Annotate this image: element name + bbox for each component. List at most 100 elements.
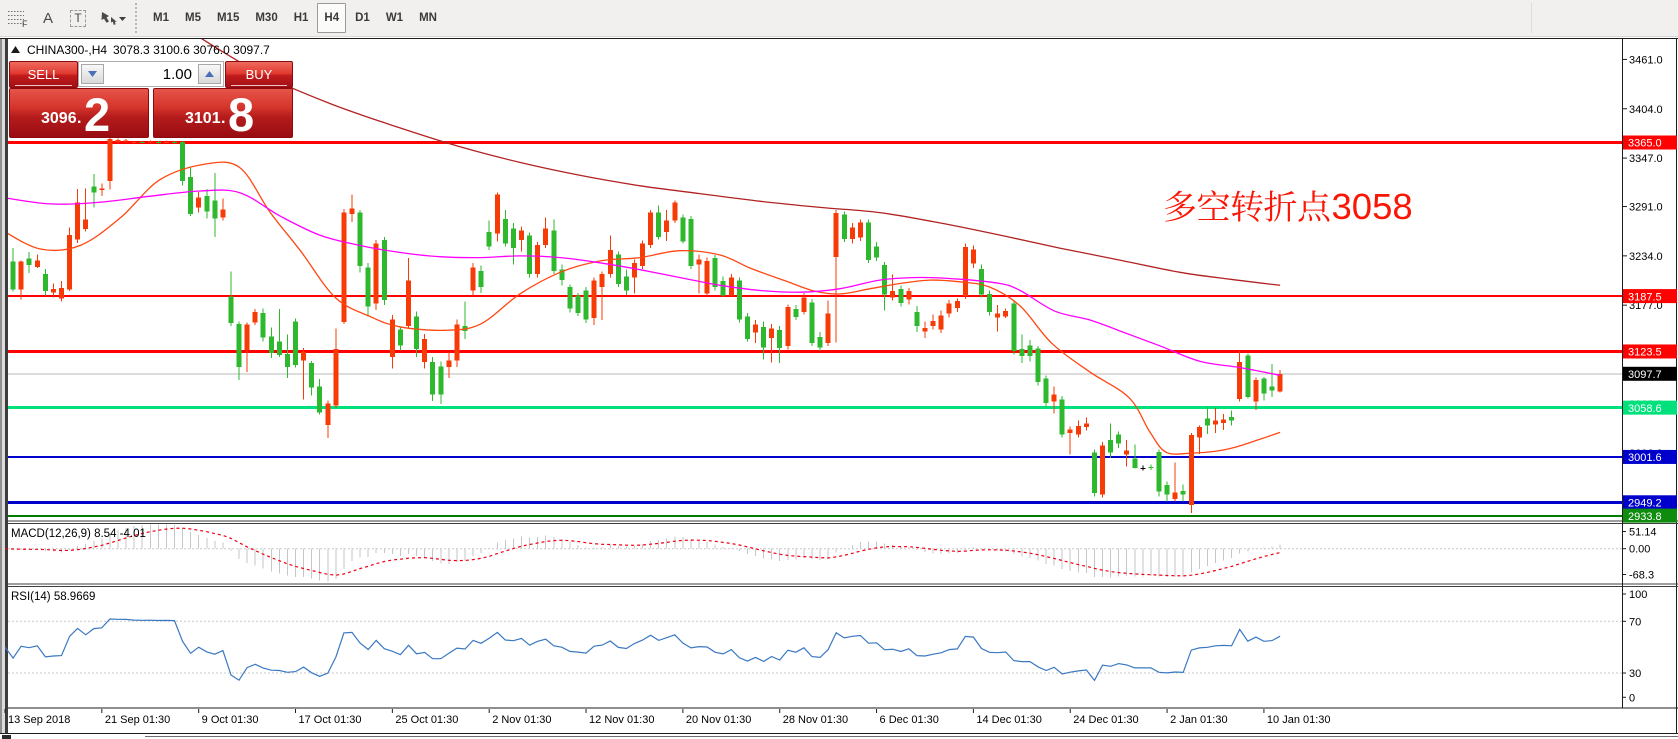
candle-body (962, 246, 968, 297)
ma-fast-line (8, 161, 1281, 455)
candle-body (938, 315, 944, 330)
candle-body (301, 352, 307, 361)
candle-body (1221, 419, 1227, 423)
level-line-3187.5[interactable] (8, 295, 1622, 297)
candle-body (1253, 379, 1259, 402)
collapse-panel-arrow-icon[interactable] (11, 46, 20, 53)
candle-body (849, 227, 855, 239)
timeframe-button-m5[interactable]: M5 (184, 12, 201, 24)
price-badge-2949.2-bg (1623, 495, 1677, 510)
timeframe-button-w1[interactable]: W1 (385, 12, 404, 24)
current-price-badge[interactable]: 3097.7 (1623, 366, 1677, 381)
timeframe-button-m1[interactable]: M1 (153, 12, 169, 24)
candle-body (1269, 386, 1275, 391)
text-label-tool-letter: T (70, 9, 86, 27)
candle-body (970, 249, 976, 264)
up-arrow-shape (205, 71, 214, 77)
candle-body (761, 326, 767, 348)
candle-body (1067, 429, 1073, 433)
candle-body (1229, 416, 1235, 421)
buy-price-display[interactable]: 3101. 8 (153, 88, 293, 138)
price-badge-3365.0[interactable]: 3365.0 (1623, 135, 1677, 150)
candle-body (1132, 458, 1138, 468)
timeframe-button-h1[interactable]: H1 (293, 12, 309, 24)
candle-body (575, 295, 581, 314)
candle-body (438, 366, 444, 395)
candle-body (672, 202, 678, 221)
candle-body (518, 230, 524, 241)
candle-body (978, 269, 984, 295)
current-price-badge-text: 3097.7 (1628, 369, 1662, 381)
price-badge-3123.5[interactable]: 3123.5 (1623, 344, 1677, 359)
macd-scale-label: 51.14 (1629, 527, 1657, 539)
volume-decrease-button[interactable] (81, 64, 104, 84)
candle-body (1245, 355, 1251, 397)
price-axis-label: 3404.0 (1629, 104, 1663, 116)
time-axis-label: 13 Sep 2018 (8, 714, 70, 726)
arrows-tool-icon[interactable] (93, 4, 129, 32)
candle-body (486, 231, 492, 247)
candle-body (946, 303, 952, 314)
time-axis-label: 10 Jan 01:30 (1267, 714, 1331, 726)
timeframe-button-d1[interactable]: D1 (355, 12, 370, 24)
candle-body (1164, 484, 1170, 495)
annotation-cjk-glyph (1197, 190, 1230, 220)
sell-button[interactable]: SELL (9, 61, 78, 88)
up-arrow-icon (205, 71, 214, 77)
macd-histogram (12, 524, 1281, 582)
chart-text-annotation[interactable]: 3058 (1163, 190, 1413, 230)
text-tool-icon[interactable]: A (33, 4, 63, 32)
candle-body (785, 307, 791, 347)
volume-input[interactable]: 1.00 (104, 64, 198, 84)
price-badge-3365.0-bg (1623, 135, 1677, 150)
candle-body (1237, 362, 1243, 400)
text-label-tool-icon[interactable]: T (63, 4, 93, 32)
level-line-3058.6[interactable] (8, 406, 1622, 409)
sell-price-display[interactable]: 3096. 2 (9, 88, 149, 138)
rsi-scale-label: 0 (1629, 692, 1635, 704)
level-line-2949.2[interactable] (8, 501, 1622, 504)
price-badge-2949.2[interactable]: 2949.2 (1623, 495, 1677, 509)
candle-body (268, 336, 274, 353)
timeframe-button-m15[interactable]: M15 (216, 12, 240, 24)
candle-body (841, 214, 847, 239)
price-badge-3058.6[interactable]: 3058.6 (1623, 400, 1677, 415)
candle-body (656, 212, 662, 237)
time-axis-label: 17 Oct 01:30 (299, 714, 362, 726)
rsi-scale-label: 100 (1629, 589, 1647, 601)
time-axis-label: 2 Jan 01:30 (1170, 714, 1228, 726)
timeframe-button-mn[interactable]: MN (419, 12, 437, 24)
candle-body (1027, 345, 1033, 356)
candle-body (252, 312, 258, 323)
price-badge-3001.6-bg (1623, 449, 1677, 464)
timeframe-button-h4[interactable]: H4 (317, 3, 347, 33)
candle-body (478, 270, 484, 288)
price-badge-2933.8[interactable]: 2933.8 (1623, 508, 1677, 523)
candle-body (50, 288, 56, 293)
candle-body (930, 320, 936, 327)
candle-body (736, 280, 742, 320)
buy-button[interactable]: BUY (225, 61, 293, 88)
candle-body (180, 141, 186, 181)
timeframe-button-m30[interactable]: M30 (255, 12, 278, 24)
candle-body (680, 217, 686, 242)
price-badge-3001.6[interactable]: 3001.6 (1623, 449, 1677, 464)
next-window-icon (2, 735, 11, 739)
fibonacci-tool-icon[interactable]: F (3, 4, 33, 32)
candle-body (648, 212, 654, 245)
volume-increase-button[interactable] (198, 64, 221, 84)
candle-body (284, 353, 290, 368)
candle-body (753, 324, 759, 333)
candle-body (406, 280, 411, 327)
time-axis-label: 20 Nov 01:30 (686, 714, 751, 726)
level-line-3365.0[interactable] (8, 141, 1622, 144)
chart-window-right-border (1676, 38, 1677, 733)
candle-body (890, 290, 896, 298)
price-badge-3187.5[interactable]: 3187.5 (1623, 289, 1677, 303)
candle-body (1116, 434, 1122, 444)
level-line-3001.6[interactable] (8, 456, 1622, 458)
level-line-3123.5[interactable] (8, 350, 1622, 353)
candle-body (615, 254, 621, 284)
level-line-2933.8[interactable] (8, 515, 1622, 517)
